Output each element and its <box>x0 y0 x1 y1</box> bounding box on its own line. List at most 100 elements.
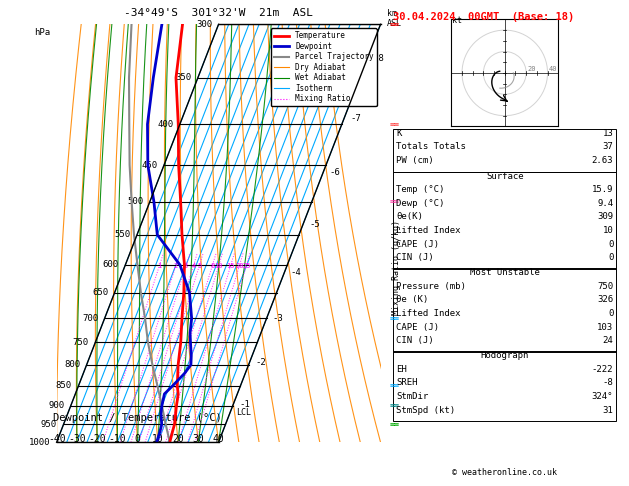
Text: 10: 10 <box>603 226 613 235</box>
Text: θe (K): θe (K) <box>396 295 428 305</box>
Text: ≡≡: ≡≡ <box>390 382 400 390</box>
Text: -4: -4 <box>291 268 301 278</box>
Text: 20: 20 <box>235 263 243 269</box>
Text: ≡≡: ≡≡ <box>390 401 400 410</box>
Text: 24: 24 <box>603 336 613 346</box>
Text: -30: -30 <box>68 434 86 444</box>
Text: 850: 850 <box>56 382 72 390</box>
Text: ≡≡: ≡≡ <box>390 120 400 129</box>
Text: 326: 326 <box>597 295 613 305</box>
Text: SREH: SREH <box>396 379 418 387</box>
Text: 5: 5 <box>198 263 201 269</box>
Text: 8: 8 <box>210 263 214 269</box>
Text: 0: 0 <box>135 434 140 444</box>
Text: 10: 10 <box>214 263 223 269</box>
Text: 40: 40 <box>213 434 225 444</box>
Text: 31: 31 <box>603 406 613 415</box>
Text: 900: 900 <box>48 401 64 410</box>
Text: Lifted Index: Lifted Index <box>396 309 461 318</box>
Text: ≡≡: ≡≡ <box>390 20 400 29</box>
Text: -40: -40 <box>48 434 65 444</box>
Text: 13: 13 <box>603 129 613 138</box>
Text: 500: 500 <box>127 197 143 206</box>
Text: 750: 750 <box>73 338 89 347</box>
Text: K: K <box>396 129 402 138</box>
Text: 0: 0 <box>608 253 613 262</box>
Text: -6: -6 <box>330 168 340 177</box>
Text: -222: -222 <box>592 365 613 374</box>
Text: 103: 103 <box>597 323 613 332</box>
Text: 25: 25 <box>242 263 250 269</box>
Text: Hodograph: Hodograph <box>481 351 529 360</box>
Text: ≡≡: ≡≡ <box>390 420 400 429</box>
Text: StmDir: StmDir <box>396 392 428 401</box>
Text: -7: -7 <box>351 114 362 122</box>
Text: θe(K): θe(K) <box>396 212 423 222</box>
Text: 750: 750 <box>597 282 613 291</box>
Text: 0: 0 <box>608 240 613 249</box>
Text: 9.4: 9.4 <box>597 199 613 208</box>
Text: -20: -20 <box>88 434 106 444</box>
Text: StmSpd (kt): StmSpd (kt) <box>396 406 455 415</box>
Text: 1000: 1000 <box>29 438 50 447</box>
Text: 300: 300 <box>196 20 212 29</box>
Text: 950: 950 <box>41 420 57 429</box>
Text: 15.9: 15.9 <box>592 185 613 194</box>
Text: -8: -8 <box>603 379 613 387</box>
Text: CIN (J): CIN (J) <box>396 336 434 346</box>
Text: 37: 37 <box>603 142 613 152</box>
Text: -8: -8 <box>374 54 384 63</box>
Text: CAPE (J): CAPE (J) <box>396 323 439 332</box>
Text: Lifted Index: Lifted Index <box>396 226 461 235</box>
Text: 2: 2 <box>174 263 178 269</box>
Text: 0: 0 <box>608 309 613 318</box>
Text: km
ASL: km ASL <box>387 9 402 29</box>
Text: 40: 40 <box>548 66 557 72</box>
Text: LCL: LCL <box>237 408 252 417</box>
Text: hPa: hPa <box>34 28 50 37</box>
Text: 20: 20 <box>527 66 536 72</box>
Text: -5: -5 <box>309 220 320 229</box>
Text: kt: kt <box>452 16 462 25</box>
Text: 2.63: 2.63 <box>592 156 613 165</box>
Text: Pressure (mb): Pressure (mb) <box>396 282 466 291</box>
Text: 15: 15 <box>226 263 235 269</box>
Text: Most Unstable: Most Unstable <box>470 268 540 278</box>
Text: 30: 30 <box>192 434 204 444</box>
Text: Mixing Ratio (g/kg): Mixing Ratio (g/kg) <box>392 220 401 315</box>
Text: 350: 350 <box>175 73 191 82</box>
Text: CIN (J): CIN (J) <box>396 253 434 262</box>
Text: 400: 400 <box>157 120 174 129</box>
Text: Dewpoint / Temperature (°C): Dewpoint / Temperature (°C) <box>53 413 222 423</box>
Text: © weatheronline.co.uk: © weatheronline.co.uk <box>452 468 557 477</box>
Text: ≡≡: ≡≡ <box>390 197 400 206</box>
Text: 600: 600 <box>103 260 119 269</box>
Text: Totals Totals: Totals Totals <box>396 142 466 152</box>
Text: EH: EH <box>396 365 407 374</box>
Text: -10: -10 <box>109 434 126 444</box>
Text: Temp (°C): Temp (°C) <box>396 185 445 194</box>
Text: 650: 650 <box>92 288 108 297</box>
Text: ≡≡: ≡≡ <box>390 314 400 323</box>
Text: -2: -2 <box>256 358 267 367</box>
Text: Dewp (°C): Dewp (°C) <box>396 199 445 208</box>
Text: 20: 20 <box>172 434 184 444</box>
Text: -34°49'S  301°32'W  21m  ASL: -34°49'S 301°32'W 21m ASL <box>124 8 313 18</box>
Text: 4: 4 <box>191 263 196 269</box>
Text: 550: 550 <box>114 230 131 239</box>
Text: CAPE (J): CAPE (J) <box>396 240 439 249</box>
Text: 10: 10 <box>152 434 164 444</box>
Text: 309: 309 <box>597 212 613 222</box>
Text: 450: 450 <box>142 160 157 170</box>
Text: -1: -1 <box>240 400 250 409</box>
Text: 324°: 324° <box>592 392 613 401</box>
Text: Surface: Surface <box>486 172 523 181</box>
Text: 1: 1 <box>157 263 162 269</box>
Text: 3: 3 <box>184 263 188 269</box>
Text: 30.04.2024  00GMT  (Base: 18): 30.04.2024 00GMT (Base: 18) <box>393 12 574 22</box>
Legend: Temperature, Dewpoint, Parcel Trajectory, Dry Adiabat, Wet Adiabat, Isotherm, Mi: Temperature, Dewpoint, Parcel Trajectory… <box>270 28 377 106</box>
Text: PW (cm): PW (cm) <box>396 156 434 165</box>
Text: 700: 700 <box>82 314 98 323</box>
Text: -3: -3 <box>273 314 284 324</box>
Text: 800: 800 <box>64 360 80 369</box>
